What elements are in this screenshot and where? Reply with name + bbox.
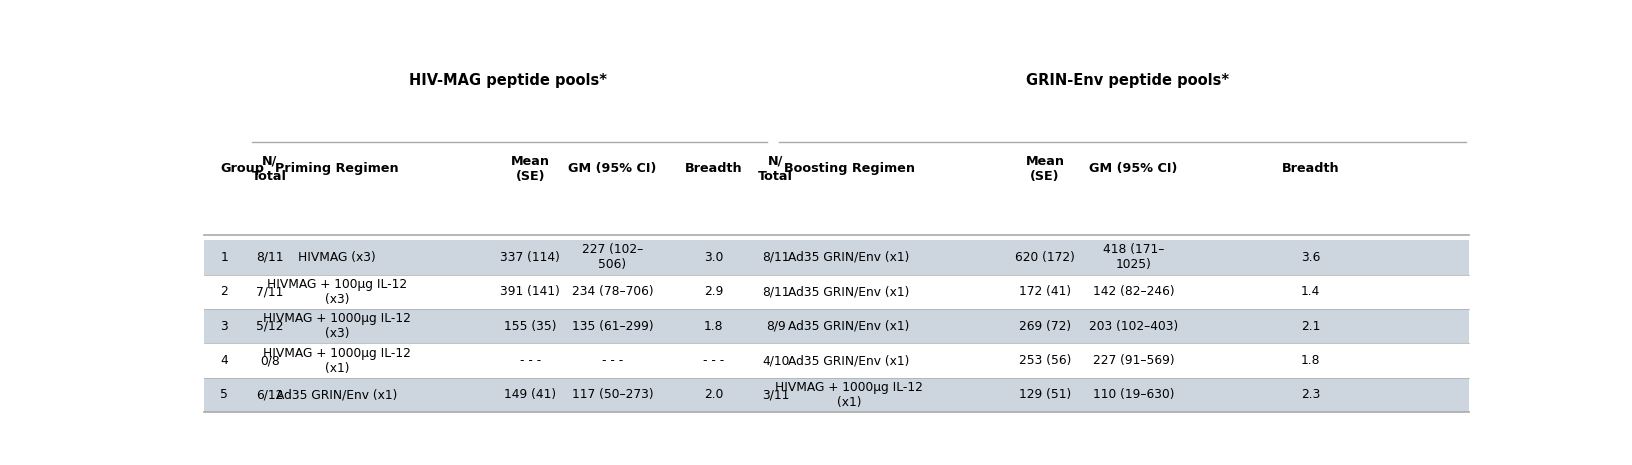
Text: 8/9: 8/9 (765, 319, 785, 332)
Text: GM (95% CI): GM (95% CI) (1090, 162, 1178, 175)
Text: 110 (19–630): 110 (19–630) (1093, 388, 1175, 401)
Text: Mean
(SE): Mean (SE) (511, 154, 550, 183)
Text: Priming Regimen: Priming Regimen (274, 162, 398, 175)
Text: 4/10: 4/10 (762, 354, 790, 367)
Text: 227 (102–
506): 227 (102– 506) (583, 243, 643, 272)
Text: Ad35 GRIN/Env (x1): Ad35 GRIN/Env (x1) (788, 319, 909, 332)
Text: 8/11: 8/11 (762, 285, 790, 298)
Text: - - -: - - - (703, 354, 725, 367)
Text: 1.8: 1.8 (703, 319, 723, 332)
Text: 6/12: 6/12 (256, 388, 284, 401)
Text: 8/11: 8/11 (762, 251, 790, 264)
Text: 3: 3 (220, 319, 228, 332)
Text: 5/12: 5/12 (256, 319, 284, 332)
Text: 3.6: 3.6 (1301, 251, 1320, 264)
Text: 4: 4 (220, 354, 228, 367)
Text: 2.9: 2.9 (703, 285, 723, 298)
Text: 149 (41): 149 (41) (504, 388, 557, 401)
Text: 0/8: 0/8 (259, 354, 279, 367)
Bar (204, 56, 1469, 235)
Text: HIVMAG + 1000µg IL-12
(x3): HIVMAG + 1000µg IL-12 (x3) (263, 312, 411, 340)
Text: 142 (82–246): 142 (82–246) (1093, 285, 1175, 298)
Text: Breadth: Breadth (1281, 162, 1340, 175)
Text: 1.4: 1.4 (1301, 285, 1320, 298)
Text: N/
Total: N/ Total (759, 154, 793, 183)
Text: 2.3: 2.3 (1301, 388, 1320, 401)
Bar (204, 309, 1469, 343)
Text: 3/11: 3/11 (762, 388, 790, 401)
Text: GM (95% CI): GM (95% CI) (568, 162, 656, 175)
Text: 135 (61–299): 135 (61–299) (571, 319, 653, 332)
Text: 129 (51): 129 (51) (1018, 388, 1071, 401)
Text: Ad35 GRIN/Env (x1): Ad35 GRIN/Env (x1) (788, 285, 909, 298)
Text: GRIN-Env peptide pools*: GRIN-Env peptide pools* (1027, 73, 1229, 88)
Text: 3.0: 3.0 (703, 251, 723, 264)
Bar (204, 240, 1469, 274)
Text: HIVMAG (x3): HIVMAG (x3) (299, 251, 375, 264)
Text: 391 (141): 391 (141) (501, 285, 560, 298)
Text: - - -: - - - (519, 354, 540, 367)
Text: 117 (50–273): 117 (50–273) (571, 388, 653, 401)
Text: HIVMAG + 1000µg IL-12
(x1): HIVMAG + 1000µg IL-12 (x1) (263, 346, 411, 374)
Text: 269 (72): 269 (72) (1018, 319, 1071, 332)
Text: 418 (171–
1025): 418 (171– 1025) (1103, 243, 1164, 272)
Text: 253 (56): 253 (56) (1018, 354, 1071, 367)
Text: Mean
(SE): Mean (SE) (1025, 154, 1064, 183)
Text: Ad35 GRIN/Env (x1): Ad35 GRIN/Env (x1) (788, 251, 909, 264)
Text: Group: Group (220, 162, 264, 175)
Text: 227 (91–569): 227 (91–569) (1093, 354, 1175, 367)
Text: HIV-MAG peptide pools*: HIV-MAG peptide pools* (408, 73, 607, 88)
Text: - - -: - - - (602, 354, 623, 367)
Bar (204, 378, 1469, 412)
Bar (204, 274, 1469, 309)
Text: 234 (78–706): 234 (78–706) (571, 285, 653, 298)
Text: 8/11: 8/11 (256, 251, 284, 264)
Text: HIVMAG + 100µg IL-12
(x3): HIVMAG + 100µg IL-12 (x3) (266, 278, 406, 306)
Text: 172 (41): 172 (41) (1018, 285, 1071, 298)
Text: 2.0: 2.0 (703, 388, 723, 401)
Text: 1.8: 1.8 (1301, 354, 1320, 367)
Text: 337 (114): 337 (114) (501, 251, 560, 264)
Text: 1: 1 (220, 251, 228, 264)
Text: 620 (172): 620 (172) (1015, 251, 1075, 264)
Text: 2.1: 2.1 (1301, 319, 1320, 332)
Text: 155 (35): 155 (35) (504, 319, 557, 332)
Text: Ad35 GRIN/Env (x1): Ad35 GRIN/Env (x1) (788, 354, 909, 367)
Text: 7/11: 7/11 (256, 285, 284, 298)
Text: HIVMAG + 1000µg IL-12
(x1): HIVMAG + 1000µg IL-12 (x1) (775, 381, 924, 409)
Text: 203 (102–403): 203 (102–403) (1089, 319, 1178, 332)
Text: N/
Total: N/ Total (253, 154, 287, 183)
Text: 2: 2 (220, 285, 228, 298)
Text: 5: 5 (220, 388, 228, 401)
Text: Ad35 GRIN/Env (x1): Ad35 GRIN/Env (x1) (276, 388, 398, 401)
Bar (204, 343, 1469, 378)
Text: Breadth: Breadth (685, 162, 743, 175)
Text: Boosting Regimen: Boosting Regimen (783, 162, 914, 175)
